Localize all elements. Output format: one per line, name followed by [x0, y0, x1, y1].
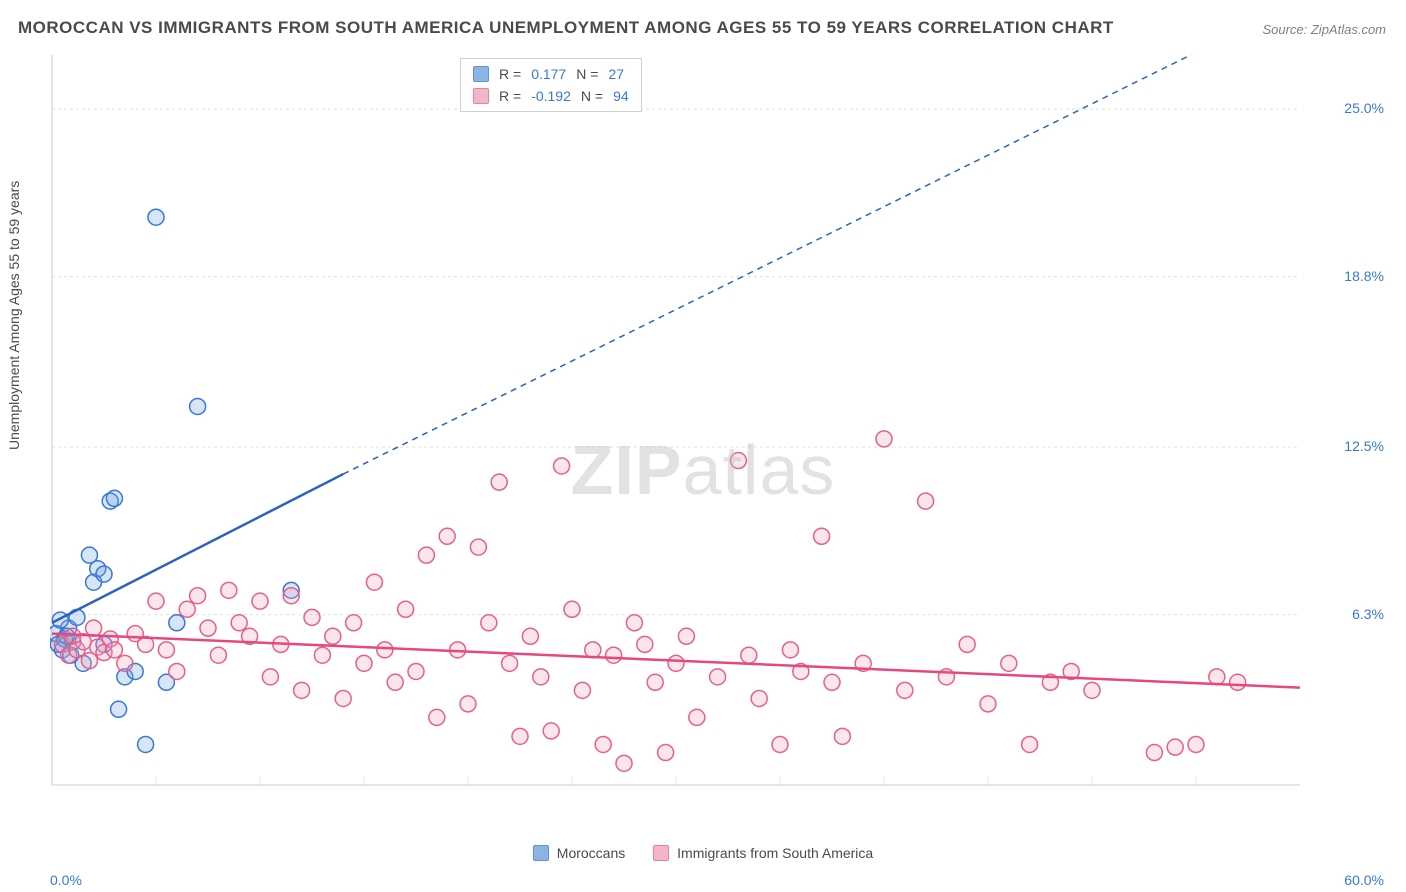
source-label: Source: ZipAtlas.com	[1262, 22, 1386, 37]
scatter-plot	[50, 55, 1350, 825]
y-tick-label: 6.3%	[1352, 606, 1384, 622]
legend-item-1: Immigrants from South America	[653, 845, 873, 861]
y-tick-label: 25.0%	[1344, 100, 1384, 116]
swatch-icon	[653, 845, 669, 861]
y-tick-label: 18.8%	[1344, 268, 1384, 284]
legend-row-series-0: R = 0.177 N = 27	[473, 63, 629, 85]
correlation-legend: R = 0.177 N = 27 R = -0.192 N = 94	[460, 58, 642, 112]
swatch-icon	[473, 66, 489, 82]
x-axis-end: 60.0%	[1344, 872, 1384, 888]
x-axis-start: 0.0%	[50, 872, 82, 888]
legend-row-series-1: R = -0.192 N = 94	[473, 85, 629, 107]
y-tick-label: 12.5%	[1344, 438, 1384, 454]
series-legend: Moroccans Immigrants from South America	[0, 845, 1406, 864]
chart-title: MOROCCAN VS IMMIGRANTS FROM SOUTH AMERIC…	[18, 18, 1114, 38]
y-axis-label: Unemployment Among Ages 55 to 59 years	[6, 181, 22, 450]
swatch-icon	[533, 845, 549, 861]
swatch-icon	[473, 88, 489, 104]
legend-item-0: Moroccans	[533, 845, 625, 861]
